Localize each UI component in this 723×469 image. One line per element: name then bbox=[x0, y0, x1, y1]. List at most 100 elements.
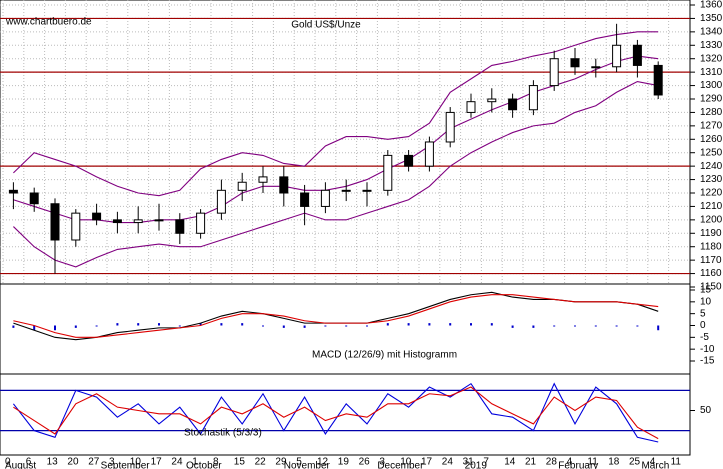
series-line bbox=[13, 291, 659, 341]
histogram-bar bbox=[137, 323, 140, 326]
x-tick-label: 25 bbox=[629, 457, 641, 468]
month-label: October bbox=[186, 461, 222, 469]
candle-body bbox=[508, 98, 518, 111]
y-tick-label: 1260 bbox=[700, 134, 723, 145]
x-tick-label: 13 bbox=[47, 457, 59, 468]
candle-body bbox=[528, 85, 538, 111]
y-tick-label: 1200 bbox=[700, 214, 723, 225]
candle-body bbox=[591, 66, 601, 69]
y-tick-label: 1160 bbox=[700, 268, 722, 279]
x-tick-label: 19 bbox=[338, 457, 350, 468]
histogram-bar bbox=[407, 323, 410, 326]
histogram-bar bbox=[386, 323, 389, 326]
panel bbox=[0, 0, 691, 285]
x-tick-label: 11 bbox=[671, 457, 682, 468]
y-tick-label: 1240 bbox=[700, 161, 723, 172]
y-tick-label: 1290 bbox=[700, 94, 723, 105]
x-tick-label: 24 bbox=[171, 457, 183, 468]
plot-area bbox=[12, 291, 660, 341]
y-tick-label: 1270 bbox=[700, 120, 723, 131]
histogram-bar bbox=[241, 323, 244, 326]
histogram-bar bbox=[95, 325, 98, 327]
y-tick-label: -5 bbox=[700, 332, 709, 343]
x-tick-label: 26 bbox=[359, 457, 371, 468]
histogram-bar bbox=[532, 325, 535, 328]
x-tick-label: 12 bbox=[317, 457, 329, 468]
series-line bbox=[13, 294, 659, 338]
candle-body bbox=[196, 212, 206, 234]
candle-body bbox=[653, 64, 663, 96]
candle-body bbox=[424, 141, 434, 167]
candle-body bbox=[549, 58, 559, 87]
y-tick-label: -10 bbox=[700, 344, 715, 355]
y-tick-label: 1320 bbox=[700, 53, 723, 64]
y-tick-label: 1340 bbox=[700, 26, 723, 37]
histogram-bar bbox=[574, 325, 576, 327]
month-label: December bbox=[377, 461, 424, 469]
x-tick-label: 29 bbox=[275, 457, 287, 468]
y-tick-label: 1360 bbox=[700, 0, 723, 11]
candle-body bbox=[445, 111, 455, 143]
x-tick-label: 17 bbox=[421, 457, 433, 468]
candle-body bbox=[92, 212, 102, 221]
candle-body bbox=[612, 44, 622, 68]
x-tick-label: 1 bbox=[192, 457, 198, 468]
y-tick-label: 1180 bbox=[700, 241, 722, 252]
month-label: 2019 bbox=[465, 461, 488, 469]
series-line bbox=[13, 386, 659, 440]
candle-body bbox=[320, 189, 330, 207]
candle-body bbox=[258, 176, 268, 183]
x-tick-label: 10 bbox=[400, 457, 412, 468]
y-tick-label: 1280 bbox=[700, 107, 723, 118]
x-tick-label: 4 bbox=[567, 457, 573, 468]
histogram-bar bbox=[511, 325, 514, 328]
histogram-bar bbox=[199, 323, 202, 326]
candle-body bbox=[154, 219, 164, 222]
histogram-bar bbox=[178, 325, 181, 327]
candle-body bbox=[570, 58, 580, 68]
y-tick-label: 1210 bbox=[700, 201, 723, 212]
candle-body bbox=[112, 219, 122, 224]
y-tick-label: 1150 bbox=[700, 282, 722, 293]
candle-body bbox=[175, 219, 185, 234]
histogram-bar bbox=[553, 325, 556, 327]
histogram-bar bbox=[282, 325, 285, 328]
histogram-bar bbox=[636, 325, 639, 327]
source: www.chartbuero.de bbox=[5, 17, 92, 28]
x-tick-label: 17 bbox=[151, 457, 163, 468]
chart-title: Gold US$/Unze bbox=[291, 20, 361, 31]
histogram-bar bbox=[262, 325, 264, 327]
y-tick-label: 15 bbox=[700, 285, 712, 296]
x-tick-label: 14 bbox=[504, 457, 516, 468]
histogram-bar bbox=[116, 323, 119, 326]
series-line bbox=[12, 382, 659, 443]
x-tick-label: 10 bbox=[130, 457, 142, 468]
histogram-bar bbox=[490, 323, 493, 326]
histogram-bar bbox=[449, 323, 452, 326]
histogram-bar bbox=[54, 325, 56, 331]
panel-title: Stochastik (5/3/3) bbox=[184, 428, 262, 439]
x-tick-label: 7 bbox=[483, 457, 489, 468]
x-tick-label: 24 bbox=[442, 457, 454, 468]
panel bbox=[0, 373, 691, 456]
y-tick-label: -15 bbox=[700, 356, 715, 367]
x-tick-label: 31 bbox=[463, 457, 475, 468]
x-tick-label: 21 bbox=[525, 457, 537, 468]
x-tick-label: 11 bbox=[587, 457, 598, 468]
x-tick-label: 3 bbox=[379, 457, 385, 468]
x-tick-label: 22 bbox=[255, 457, 267, 468]
histogram-bar bbox=[324, 325, 327, 327]
histogram-bar bbox=[220, 323, 223, 326]
y-tick-label: 1220 bbox=[700, 188, 723, 199]
candle-body bbox=[29, 192, 39, 205]
month-label: September bbox=[101, 461, 151, 469]
histogram-bar bbox=[74, 325, 77, 328]
x-tick-label: 0 bbox=[5, 457, 11, 468]
candle-body bbox=[404, 154, 414, 167]
histogram-bar bbox=[12, 325, 15, 328]
x-tick-label: 3 bbox=[109, 457, 115, 468]
y-tick-label: 1350 bbox=[700, 13, 723, 24]
x-tick-label: 5 bbox=[296, 457, 302, 468]
